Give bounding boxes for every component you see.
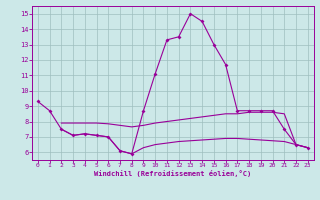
X-axis label: Windchill (Refroidissement éolien,°C): Windchill (Refroidissement éolien,°C) — [94, 170, 252, 177]
